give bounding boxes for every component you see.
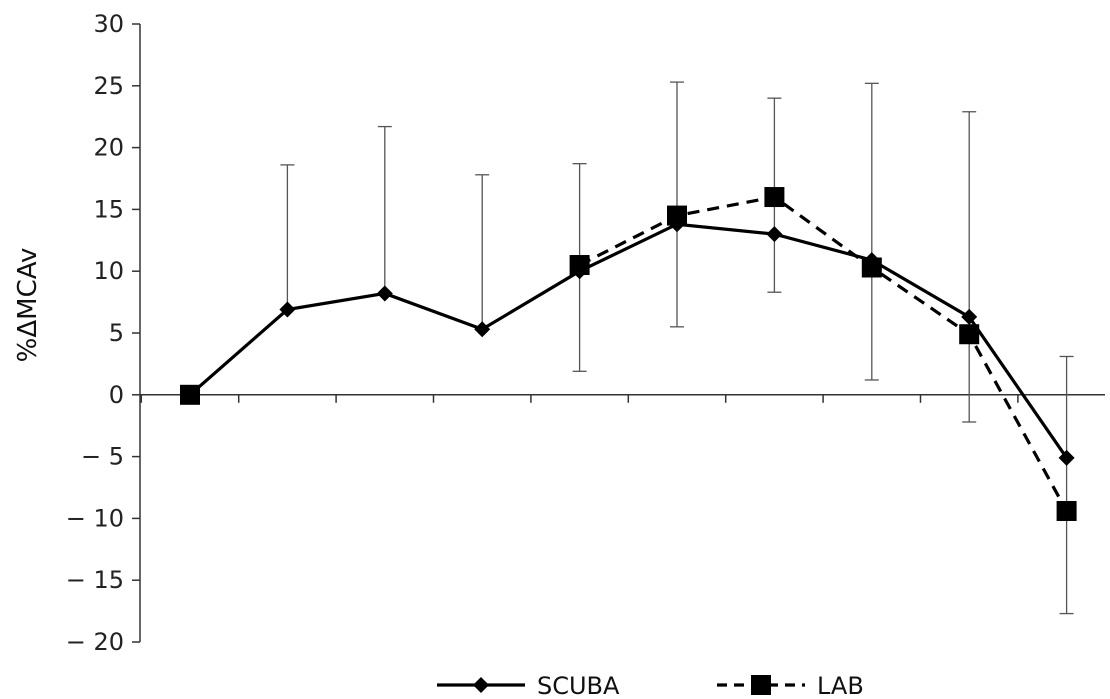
- scuba-point: [376, 285, 393, 302]
- y-tick-label: 30: [93, 10, 124, 38]
- scuba-point: [1058, 449, 1075, 466]
- scuba-line: [188, 222, 1068, 459]
- y-tick-label: − 15: [66, 566, 124, 594]
- error-bars: [280, 81, 1074, 615]
- legend-label-scuba: SCUBA: [537, 672, 620, 699]
- y-tick-label: 10: [93, 257, 124, 285]
- scuba-point: [474, 321, 491, 338]
- y-tick-label: 25: [93, 72, 124, 100]
- scuba-point: [766, 226, 783, 243]
- lab-point: [764, 187, 785, 208]
- series-lines: [188, 195, 1069, 512]
- scuba-point: [863, 252, 880, 269]
- scuba-point: [182, 386, 198, 403]
- y-tick-labels: 30 25 20 15 10 5 0 − 5 − 10 − 15 − 20: [66, 10, 124, 656]
- lab-point: [667, 205, 687, 226]
- lab-point: [959, 324, 980, 345]
- y-tick-label: − 20: [66, 628, 124, 656]
- y-tick-label: − 10: [66, 504, 124, 532]
- legend-marker-lab: [751, 675, 771, 695]
- legend: SCUBA LAB: [437, 672, 864, 699]
- y-tick-label: 15: [93, 195, 124, 223]
- lab-line: [578, 195, 1069, 512]
- series-markers: [180, 187, 1077, 521]
- y-tick-label: 20: [93, 134, 124, 162]
- y-tick-label: 5: [109, 319, 124, 347]
- scuba-point: [279, 301, 296, 318]
- y-tick-label: − 5: [81, 443, 124, 471]
- y-axis-title: %ΔMCAv: [13, 248, 43, 363]
- scuba-point: [961, 308, 978, 325]
- legend-label-lab: LAB: [817, 672, 864, 699]
- scuba-point: [669, 216, 685, 233]
- scuba-point: [571, 263, 588, 280]
- axes: [132, 23, 1105, 643]
- lab-point: [1056, 500, 1077, 521]
- y-tick-label: 0: [109, 381, 124, 409]
- legend-marker-scuba: [473, 677, 489, 693]
